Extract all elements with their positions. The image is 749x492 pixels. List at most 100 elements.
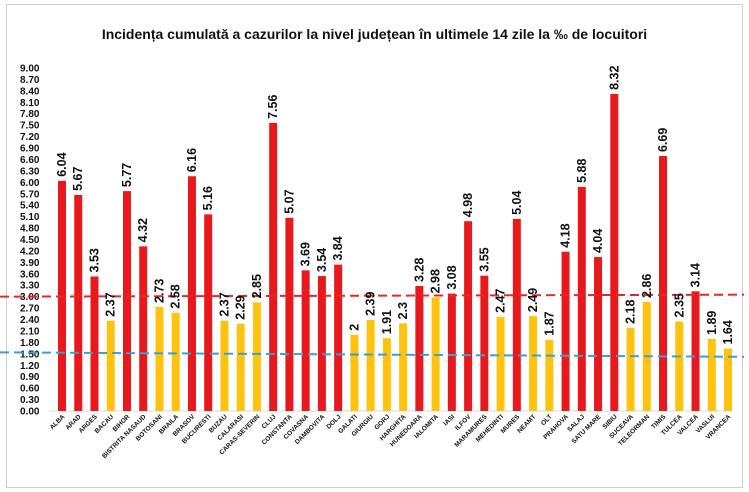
bar [139,246,148,411]
y-tick-label: 6.60 [20,155,40,166]
threshold-lines [0,293,745,358]
bar [301,270,310,411]
bar [106,320,115,411]
y-tick-label: 0.00 [20,407,40,418]
bar [74,194,83,411]
data-label: 6.16 [185,148,199,172]
y-tick-label: 7.20 [20,132,40,143]
data-label: 4.98 [461,193,475,217]
data-label: 2.85 [250,274,264,298]
y-tick-label: 6.00 [20,178,40,189]
data-label: 3.28 [412,258,426,282]
y-tick-label: 2.70 [20,304,40,315]
bar [399,323,408,411]
bar [707,338,716,411]
bar [187,176,196,411]
y-tick-label: 3.60 [20,269,40,280]
chart-title: Incidența cumulată a cazurilor la nivel … [101,26,648,42]
bar [529,316,538,411]
data-label: 1.91 [380,310,394,334]
y-tick-label: 3.90 [20,258,40,269]
y-tick-label: 7.50 [20,121,40,132]
data-label: 3.69 [299,242,313,266]
bar [480,275,489,411]
y-tick-label: 5.40 [20,201,40,212]
chart-frame [6,4,743,488]
y-axis: 0.000.300.600.901.201.501.802.102.402.70… [20,64,733,418]
bar [675,321,684,411]
y-tick-label: 5.10 [20,212,40,223]
data-label: 4.32 [136,218,150,242]
y-tick-label: 6.30 [20,166,40,177]
data-label: 5.88 [575,159,589,183]
y-tick-label: 9.00 [20,64,40,75]
bar [171,312,180,411]
bar [382,338,391,411]
bar [447,293,456,411]
y-tick-label: 3.00 [20,292,40,303]
y-tick-label: 1.20 [20,361,40,372]
bar [724,348,732,411]
data-label: 2.39 [364,292,378,316]
x-tick-label: ALBA [49,413,67,431]
data-label: 2.47 [494,288,508,312]
bar [236,323,245,411]
threshold-line [0,351,745,358]
data-label: 2.29 [234,295,248,319]
bar [464,221,473,411]
bar [626,327,635,411]
y-tick-label: 4.50 [20,235,40,246]
data-label: 2.37 [104,292,118,316]
bar [90,276,99,411]
y-tick-label: 0.30 [20,395,40,406]
bar [577,186,586,411]
bar [594,257,603,411]
data-label: 2.3 [396,302,410,319]
data-label: 2.73 [152,279,166,303]
bar [220,320,229,411]
data-label: 6.04 [55,152,69,176]
data-label: 2.35 [672,293,686,317]
data-label: 2.37 [217,292,231,316]
bar [561,251,570,411]
y-tick-label: 0.60 [20,384,40,395]
threshold-line [0,293,745,298]
data-label: 2 [347,324,361,331]
y-tick-label: 8.40 [20,86,40,97]
y-tick-label: 6.90 [20,144,40,155]
bar [610,93,619,411]
bar [317,276,326,411]
data-label: 7.56 [266,95,280,119]
data-label: 3.08 [445,265,459,289]
y-tick-label: 1.50 [20,349,40,360]
data-label: 2.49 [526,288,540,312]
bar [285,217,294,411]
y-tick-label: 3.30 [20,281,40,292]
bar [252,302,261,411]
data-label: 8.32 [607,66,621,90]
data-label: 1.89 [705,311,719,335]
y-tick-label: 8.10 [20,98,40,109]
data-label: 2.18 [624,300,638,324]
bar [659,156,668,411]
data-label: 3.55 [477,247,491,271]
data-label: 5.77 [120,163,134,187]
bar [350,334,359,411]
bar [415,285,424,411]
bar [496,316,505,411]
data-label: 4.18 [559,223,573,247]
data-label: 3.53 [87,248,101,272]
data-label: 2.86 [640,274,654,298]
data-label: 5.67 [71,167,85,191]
data-label: 5.04 [510,191,524,215]
bar [155,306,164,411]
data-label: 6.69 [656,128,670,152]
y-tick-label: 0.90 [20,372,40,383]
y-tick-label: 2.10 [20,326,40,337]
y-tick-label: 4.20 [20,246,40,257]
bar [545,339,554,411]
bars-group [58,93,732,411]
data-label: 2.98 [429,269,443,293]
bar [269,122,278,411]
